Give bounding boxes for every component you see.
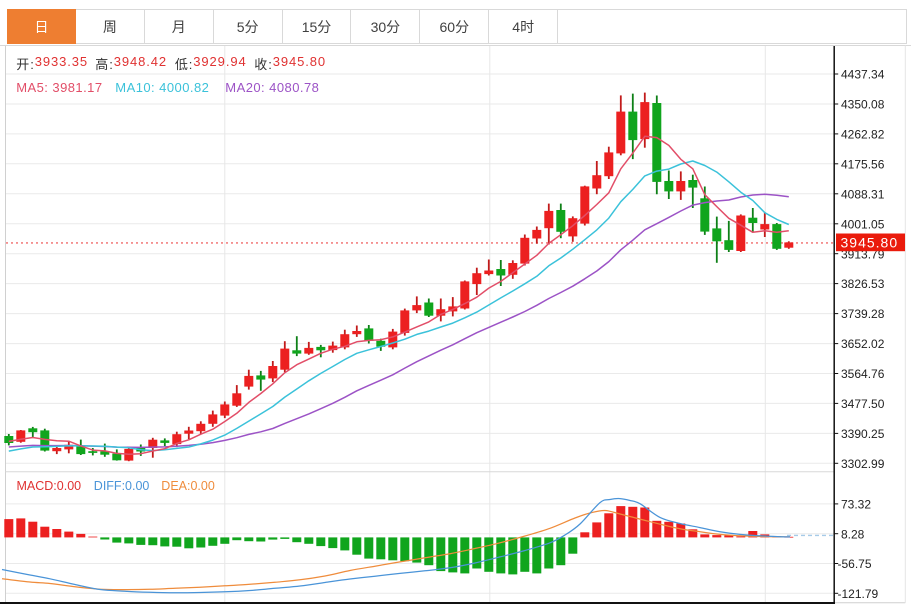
svg-text:3302.99: 3302.99 (841, 457, 885, 471)
svg-text:3945.80: 3945.80 (841, 235, 899, 251)
svg-text:3739.28: 3739.28 (841, 307, 885, 321)
svg-text:3652.02: 3652.02 (841, 337, 885, 351)
svg-text:4001.05: 4001.05 (841, 217, 885, 231)
svg-text:4350.08: 4350.08 (841, 98, 885, 112)
svg-text:3477.50: 3477.50 (841, 397, 885, 411)
svg-text:4262.82: 4262.82 (841, 128, 885, 142)
svg-text:-56.75: -56.75 (838, 557, 872, 571)
svg-text:4437.34: 4437.34 (841, 68, 885, 82)
svg-text:4088.31: 4088.31 (841, 187, 885, 201)
svg-text:4175.56: 4175.56 (841, 157, 885, 171)
svg-text:3390.25: 3390.25 (841, 427, 885, 441)
svg-text:-121.79: -121.79 (838, 587, 879, 601)
svg-text:3564.76: 3564.76 (841, 367, 885, 381)
svg-text:8.28: 8.28 (841, 527, 865, 541)
svg-text:3826.53: 3826.53 (841, 277, 885, 291)
svg-text:73.32: 73.32 (841, 498, 871, 512)
